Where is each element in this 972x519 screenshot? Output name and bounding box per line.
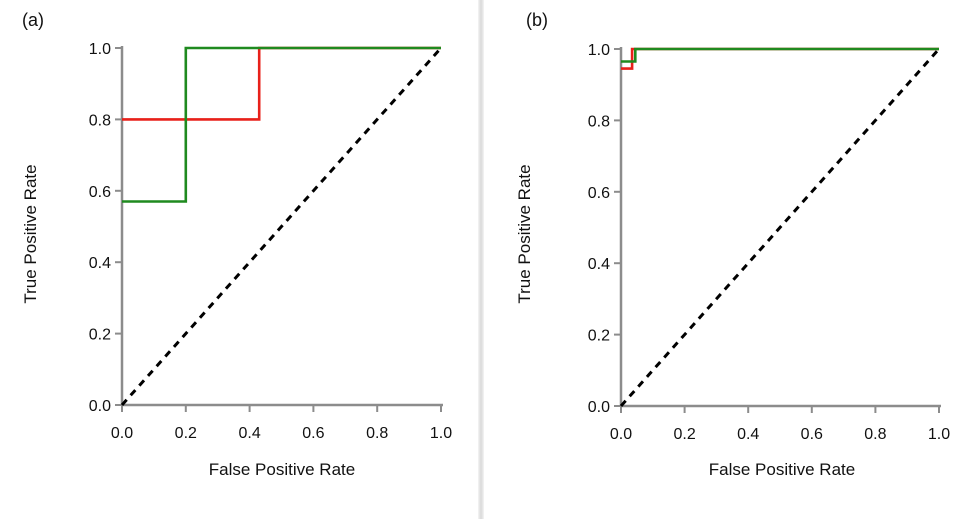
roc-chart-b: (b) 0.0 0.2 0.4 0.6 0.8 1.0 0.0 0.2 0.4 0.6 0.8 1.0… (515, 10, 950, 479)
x-tick-label: 0.8 (366, 425, 388, 442)
y-tick-label: 0.4 (588, 256, 610, 273)
chance-diagonal-line (120, 47, 443, 406)
y-tick-label: 0.0 (588, 399, 610, 416)
x-tick-label: 0.8 (864, 426, 886, 443)
y-tick-label: 0.8 (89, 112, 111, 129)
x-tick-label: 0.6 (302, 425, 324, 442)
roc-chart-a: (a) 0.0 0.2 0.4 0.6 0.8 1.0 0.0 0.2 0.4 0.6 0.8 1.0… (21, 10, 452, 479)
x-tick-label: 0.2 (175, 425, 197, 442)
x-tick-label: 0.0 (111, 425, 133, 442)
y-tick-label: 0.6 (588, 185, 610, 202)
y-tick-label: 0.4 (89, 255, 111, 272)
x-tick-label: 0.0 (610, 426, 632, 443)
x-tick-label: 1.0 (430, 425, 452, 442)
panel-label: (b) (526, 10, 548, 30)
y-tick-label: 0.0 (89, 398, 111, 415)
x-tick-label: 0.4 (737, 426, 759, 443)
y-tick-label: 0.8 (588, 113, 610, 130)
roc-panel-b: (b) 0.0 0.2 0.4 0.6 0.8 1.0 0.0 0.2 0.4 0.6 0.8 1.0… (486, 0, 972, 519)
y-tick-label: 0.2 (588, 328, 610, 345)
green-roc-line (122, 46, 441, 203)
x-tick-label: 0.6 (801, 426, 823, 443)
y-tick-label: 0.2 (89, 327, 111, 344)
x-tick-label: 0.2 (673, 426, 695, 443)
roc-panel-a: (a) 0.0 0.2 0.4 0.6 0.8 1.0 0.0 0.2 0.4 0.6 0.8 1.0… (0, 0, 480, 519)
y-axis-title: True Positive Rate (21, 164, 40, 303)
y-tick-label: 0.6 (89, 184, 111, 201)
x-axis-title: False Positive Rate (209, 460, 355, 479)
green-roc-line (621, 47, 939, 63)
panel-divider (478, 0, 484, 519)
y-tick-label: 1.0 (89, 41, 111, 58)
red-roc-line (621, 47, 939, 70)
x-axis-title: False Positive Rate (709, 460, 855, 479)
panel-label: (a) (22, 10, 44, 30)
x-tick-label: 1.0 (928, 426, 950, 443)
red-roc-line (122, 46, 441, 121)
plot-area: 0.0 0.2 0.4 0.6 0.8 1.0 0.0 0.2 0.4 0.6 0.8 1.0 (588, 42, 950, 443)
y-axis-title: True Positive Rate (515, 164, 534, 303)
y-tick-label: 1.0 (588, 42, 610, 59)
x-tick-label: 0.4 (238, 425, 260, 442)
plot-area: 0.0 0.2 0.4 0.6 0.8 1.0 0.0 0.2 0.4 0.6 0.8 1.0 (89, 41, 452, 442)
chance-diagonal-line (619, 48, 941, 407)
